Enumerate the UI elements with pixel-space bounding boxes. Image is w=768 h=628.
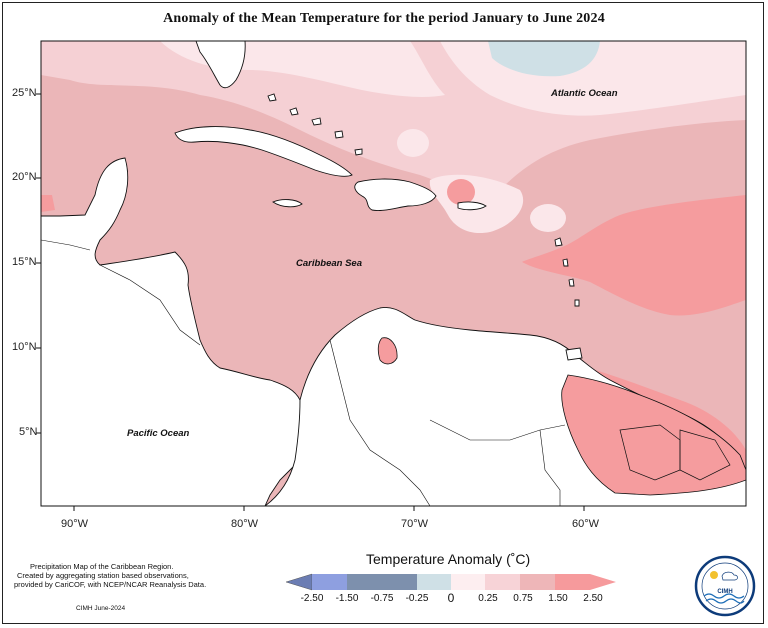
guianas-anomaly	[561, 374, 746, 496]
anomaly-patch-strong	[447, 179, 475, 205]
lake-maracaibo	[377, 337, 398, 365]
legend-swatch-9	[590, 574, 616, 590]
legend-swatch-4	[417, 574, 451, 590]
legend-swatch-7	[520, 574, 555, 590]
legend-tick-4: -0.25	[405, 593, 429, 604]
legend-colorbar	[285, 573, 616, 591]
lon-label-90: 90°W	[61, 518, 89, 530]
label-caribbean-sea: Caribbean Sea	[296, 258, 362, 269]
lon-label-60: 60°W	[572, 518, 600, 530]
waves-icon	[703, 593, 745, 599]
axis-ticks	[36, 93, 585, 511]
legend-swatch-3	[382, 574, 417, 590]
cloud-icon	[721, 571, 738, 581]
anomaly-band-150-250-east	[522, 195, 746, 316]
legend-swatch-1	[312, 574, 347, 590]
anomaly-patch-west	[41, 195, 55, 212]
lat-label-10: 10°N	[12, 341, 37, 353]
note-line-1: Precipitation Map of the Caribbean Regio…	[30, 562, 174, 571]
legend-swatch-6	[485, 574, 520, 590]
legend-swatch-2	[347, 574, 382, 590]
map-title: Anomaly of the Mean Temperature for the …	[163, 11, 605, 26]
anomaly-band-negative	[488, 41, 600, 77]
lat-label-15: 15°N	[12, 256, 37, 268]
note-line-2: Created by aggregating station based obs…	[17, 571, 189, 580]
legend-tick-8: 1.50	[548, 593, 568, 604]
suriname-border	[679, 429, 731, 481]
sun-icon	[710, 571, 718, 579]
legend-swatch-0	[285, 573, 313, 591]
legend-tick-1: -2.50	[300, 593, 324, 604]
map-border	[40, 40, 747, 507]
legend-tick-2: -1.50	[335, 593, 359, 604]
lat-label-20: 20°N	[12, 171, 37, 183]
credit-text: CIMH June-2024	[76, 605, 126, 612]
lon-label-70: 70°W	[401, 518, 429, 530]
label-atlantic-ocean: Atlantic Ocean	[551, 88, 618, 99]
legend-title: Temperature Anomaly (˚C)	[366, 551, 531, 567]
legend-swatch-8	[555, 574, 590, 590]
country-borders	[41, 239, 566, 506]
label-pacific-ocean: Pacific Ocean	[127, 428, 190, 439]
legend-tick-5: 0	[447, 591, 455, 605]
legend-tick-9: 2.50	[583, 593, 603, 604]
anomaly-patch-light-3	[530, 204, 566, 232]
anomaly-patch-light	[397, 129, 429, 157]
legend-tick-7: 0.75	[513, 593, 533, 604]
legend-swatch-5	[451, 574, 485, 590]
legend-tick-3: -0.75	[370, 593, 394, 604]
lat-label-5: 5°N	[19, 426, 38, 438]
legend-tick-6: 0.25	[478, 593, 498, 604]
lon-label-80: 80°W	[231, 518, 259, 530]
lat-label-25: 25°N	[12, 87, 37, 99]
cimh-logo: CIMH	[694, 555, 756, 617]
logo-text: CIMH	[717, 589, 732, 595]
note-line-3: provided by CariCOF, with NCEP/NCAR Rean…	[14, 580, 207, 589]
